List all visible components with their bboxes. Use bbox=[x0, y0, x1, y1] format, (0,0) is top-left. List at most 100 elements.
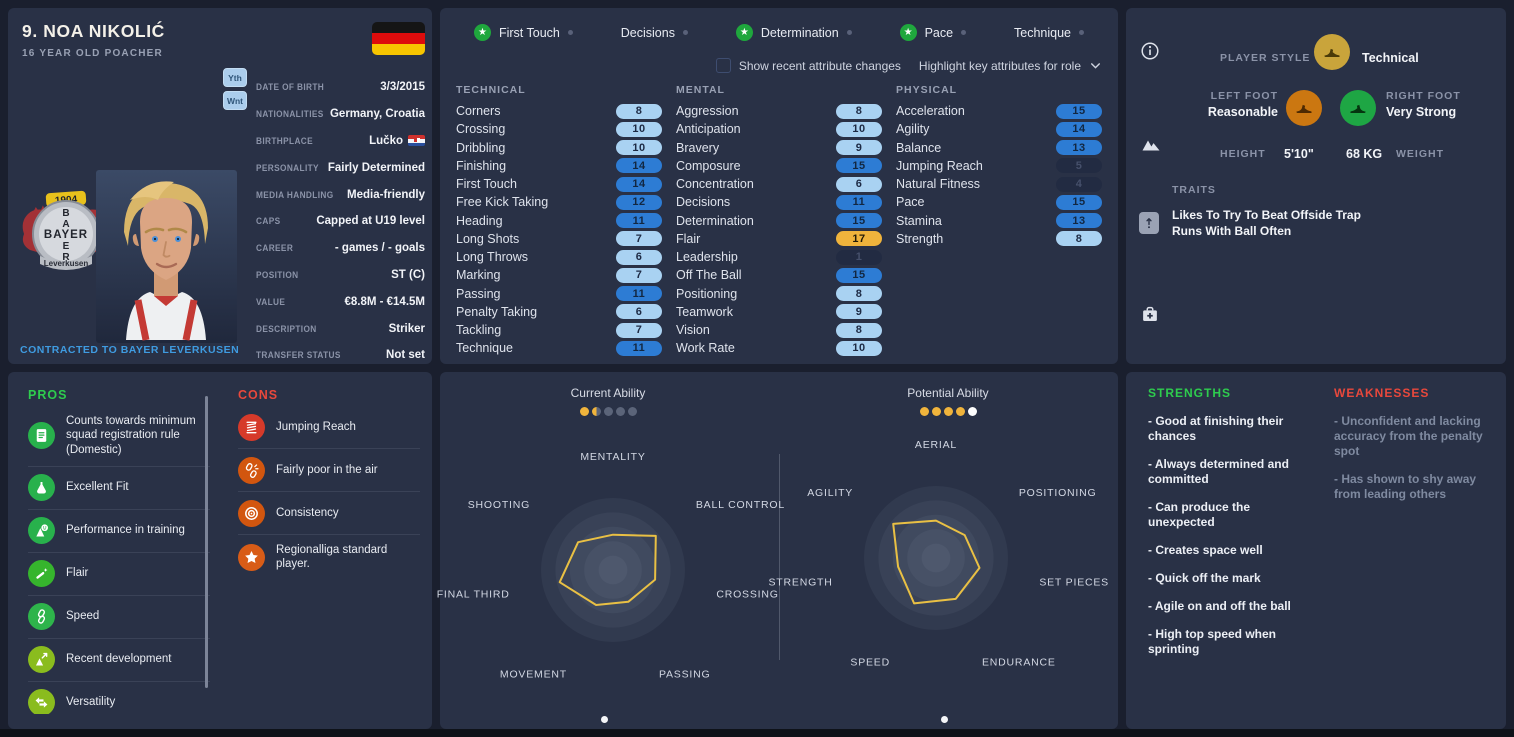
info-value: Lučko bbox=[369, 135, 425, 147]
strengths-header: STRENGTHS bbox=[1148, 386, 1232, 400]
svg-text:BALL CONTROL: BALL CONTROL bbox=[696, 499, 785, 511]
strengths-column: STRENGTHS - Good at finishing their chan… bbox=[1148, 386, 1320, 670]
strength-item: - Agile on and off the ball bbox=[1148, 599, 1291, 613]
attribute-value-badge: 11 bbox=[616, 213, 662, 229]
info-row[interactable]: NATIONALITIES Germany, Croatia bbox=[256, 101, 425, 128]
attribute-value-badge: 8 bbox=[1056, 231, 1102, 247]
attribute-row[interactable]: Marking 7 bbox=[456, 266, 662, 284]
con-item-label: Jumping Reach bbox=[276, 420, 356, 433]
technical-header: TECHNICAL bbox=[456, 84, 526, 96]
info-row[interactable]: PERSONALITY Fairly Determined bbox=[256, 154, 425, 181]
attribute-value-badge: 15 bbox=[1056, 103, 1102, 119]
attribute-row[interactable]: Positioning 8 bbox=[676, 285, 882, 303]
right-foot-value: Very Strong bbox=[1386, 105, 1457, 119]
highlight-role-dropdown[interactable]: Highlight key attributes for role bbox=[919, 59, 1102, 73]
attribute-row[interactable]: Vision 8 bbox=[676, 321, 882, 339]
attribute-row[interactable]: Anticipation 10 bbox=[676, 120, 882, 138]
info-value: €8.8M - €14.5M bbox=[344, 295, 425, 308]
info-value: Striker bbox=[388, 322, 425, 335]
info-row[interactable]: CAPS Capped at U19 level bbox=[256, 208, 425, 235]
key-attribute-determination[interactable]: ★ Determination bbox=[735, 24, 852, 41]
pros-scrollbar[interactable] bbox=[205, 396, 208, 688]
croatia-flag-icon bbox=[408, 135, 425, 147]
attribute-row[interactable]: Acceleration 15 bbox=[896, 102, 1102, 120]
attribute-row[interactable]: Corners 8 bbox=[456, 102, 662, 120]
attribute-row[interactable]: Free Kick Taking 12 bbox=[456, 193, 662, 211]
attribute-row[interactable]: Concentration 6 bbox=[676, 175, 882, 193]
attribute-row[interactable]: Strength 8 bbox=[896, 230, 1102, 248]
contract-note[interactable]: CONTRACTED TO BAYER LEVERKUSEN bbox=[20, 344, 240, 356]
attribute-row[interactable]: Determination 15 bbox=[676, 212, 882, 230]
attribute-row[interactable]: Stamina 13 bbox=[896, 212, 1102, 230]
info-row[interactable]: BIRTHPLACE Lučko bbox=[256, 128, 425, 155]
attribute-row[interactable]: Penalty Taking 6 bbox=[456, 303, 662, 321]
right-foot-label: RIGHT FOOT bbox=[1386, 90, 1461, 102]
attribute-row[interactable]: Bravery 9 bbox=[676, 139, 882, 157]
attribute-row[interactable]: Crossing 10 bbox=[456, 120, 662, 138]
key-attribute-first-touch[interactable]: ★ First Touch bbox=[473, 24, 573, 41]
info-row[interactable]: MEDIA HANDLING Media-friendly bbox=[256, 181, 425, 208]
carousel-dot-left[interactable] bbox=[601, 716, 608, 723]
info-label: DATE OF BIRTH bbox=[256, 82, 325, 93]
medkit-icon[interactable] bbox=[1139, 304, 1161, 326]
key-attribute-pace[interactable]: ★ Pace bbox=[899, 24, 967, 41]
cone-smile-icon bbox=[28, 517, 55, 545]
info-value: Not set bbox=[386, 349, 425, 362]
attribute-row[interactable]: First Touch 14 bbox=[456, 175, 662, 193]
info-row[interactable]: DATE OF BIRTH 3/3/2015 bbox=[256, 74, 425, 101]
pro-item: Versatility bbox=[28, 682, 210, 714]
info-label: CAREER bbox=[256, 243, 294, 254]
wanted-status-badge[interactable]: Wnt bbox=[223, 91, 247, 110]
attribute-name: Heading bbox=[456, 213, 503, 228]
info-value: ST (C) bbox=[391, 268, 425, 281]
attribute-row[interactable]: Natural Fitness 4 bbox=[896, 175, 1102, 193]
attribute-row[interactable]: Pace 15 bbox=[896, 193, 1102, 211]
key-attribute-decisions[interactable]: Decisions bbox=[621, 26, 688, 40]
show-recent-changes-toggle[interactable]: Show recent attribute changes bbox=[715, 58, 901, 73]
attribute-row[interactable]: Finishing 14 bbox=[456, 157, 662, 175]
potential-ability-gold-dot-icon bbox=[943, 407, 953, 416]
attribute-value-badge: 9 bbox=[836, 140, 882, 156]
attribute-name: Stamina bbox=[896, 213, 942, 228]
checkbox-icon[interactable] bbox=[715, 58, 731, 73]
attribute-row[interactable]: Composure 15 bbox=[676, 157, 882, 175]
attribute-row[interactable]: Leadership 1 bbox=[676, 248, 882, 266]
attribute-row[interactable]: Flair 17 bbox=[676, 230, 882, 248]
info-row[interactable]: POSITION ST (C) bbox=[256, 262, 425, 289]
attribute-row[interactable]: Teamwork 9 bbox=[676, 303, 882, 321]
con-item-label: Fairly poor in the air bbox=[276, 463, 378, 476]
youth-status-badge[interactable]: Yth bbox=[223, 68, 247, 87]
carousel-dot-right[interactable] bbox=[941, 716, 948, 723]
info-row[interactable]: DESCRIPTION Striker bbox=[256, 315, 425, 342]
attribute-value-badge: 5 bbox=[1056, 158, 1102, 174]
attribute-row[interactable]: Off The Ball 15 bbox=[676, 266, 882, 284]
attribute-row[interactable]: Long Throws 6 bbox=[456, 248, 662, 266]
info-row[interactable]: VALUE €8.8M - €14.5M bbox=[256, 288, 425, 315]
attribute-row[interactable]: Long Shots 7 bbox=[456, 230, 662, 248]
attribute-row[interactable]: Balance 13 bbox=[896, 139, 1102, 157]
attribute-value-badge: 8 bbox=[836, 103, 882, 119]
wand-icon bbox=[28, 560, 55, 588]
pro-item: Speed bbox=[28, 596, 210, 639]
attribute-row[interactable]: Aggression 8 bbox=[676, 102, 882, 120]
con-item: Jumping Reach bbox=[238, 406, 420, 449]
info-icon[interactable] bbox=[1139, 40, 1161, 62]
info-row[interactable]: CAREER - games / - goals bbox=[256, 235, 425, 262]
key-attribute-star-icon: ★ bbox=[473, 24, 491, 41]
attribute-row[interactable]: Decisions 11 bbox=[676, 193, 882, 211]
attribute-row[interactable]: Heading 11 bbox=[456, 212, 662, 230]
attribute-name: Flair bbox=[676, 231, 701, 246]
attribute-row[interactable]: Technique 11 bbox=[456, 339, 662, 357]
attribute-row[interactable]: Agility 14 bbox=[896, 120, 1102, 138]
traits-label: TRAITS bbox=[1172, 184, 1216, 196]
attribute-row[interactable]: Passing 11 bbox=[456, 285, 662, 303]
attribute-row[interactable]: Jumping Reach 5 bbox=[896, 157, 1102, 175]
info-row[interactable]: TRANSFER STATUS Not set bbox=[256, 342, 425, 369]
key-attribute-technique[interactable]: Technique bbox=[1014, 26, 1084, 40]
attribute-row[interactable]: Tackling 7 bbox=[456, 321, 662, 339]
attribute-row[interactable]: Work Rate 10 bbox=[676, 339, 882, 357]
con-item-label: Consistency bbox=[276, 506, 339, 519]
key-attribute-label: Decisions bbox=[620, 25, 675, 40]
attribute-row[interactable]: Dribbling 10 bbox=[456, 139, 662, 157]
mental-column: MENTAL Aggression 8 Anticipation 10 Bravery 9 C… bbox=[676, 84, 882, 358]
